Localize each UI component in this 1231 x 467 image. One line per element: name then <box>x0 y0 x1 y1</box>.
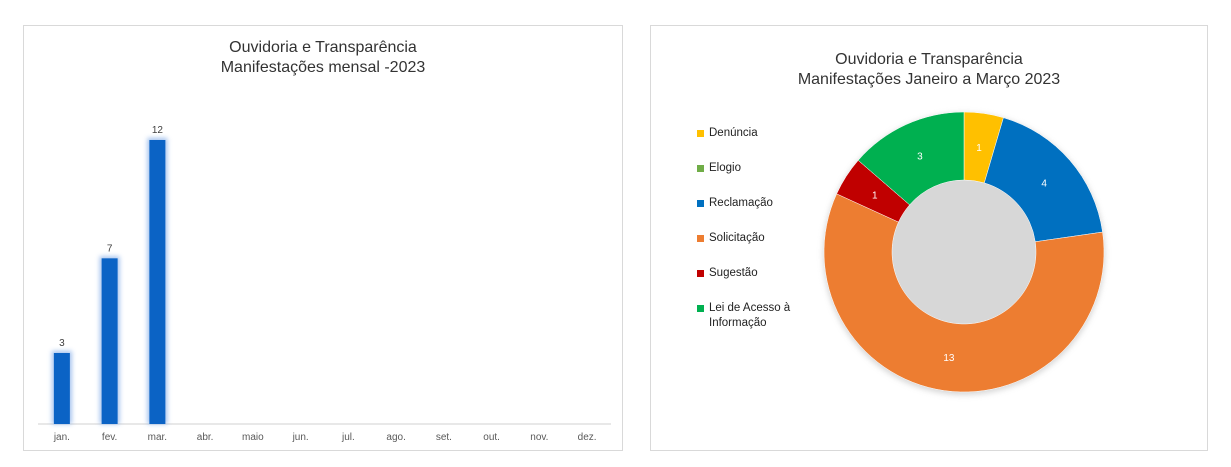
legend-label: Denúncia <box>709 127 758 139</box>
x-tick-label: dez. <box>578 432 597 443</box>
legend-swatch <box>697 200 704 207</box>
legend-item: Sugestão <box>697 266 827 281</box>
donut-chart-title-line1: Ouvidoria e Transparência <box>835 51 1023 68</box>
legend-item: Reclamação <box>697 196 827 211</box>
bar-chart-title-line1: Ouvidoria e Transparência <box>229 39 417 56</box>
x-tick-label: jan. <box>53 432 70 443</box>
legend-item: Denúncia <box>697 126 827 141</box>
legend-label: Sugestão <box>709 267 758 279</box>
legend-swatch <box>697 305 704 312</box>
donut-chart-title: Ouvidoria e Transparência Manifestações … <box>651 50 1207 90</box>
legend-item: Lei de Acesso à Informação <box>697 301 827 331</box>
bar-jan <box>53 353 70 424</box>
slice-data-label: 1 <box>976 143 982 154</box>
bar-data-label: 7 <box>107 243 113 254</box>
x-tick-label: nov. <box>530 432 548 443</box>
legend-item: Solicitação <box>697 231 827 246</box>
x-tick-label: maio <box>242 432 264 443</box>
x-tick-label: fev. <box>102 432 117 443</box>
x-tick-label: ago. <box>386 432 405 443</box>
slice-data-label: 1 <box>872 191 878 202</box>
donut-chart-title-line2: Manifestações Janeiro a Março 2023 <box>797 71 1061 88</box>
x-tick-label: mar. <box>148 432 167 443</box>
bar-chart-title: Ouvidoria e Transparência Manifestações … <box>24 38 622 78</box>
slice-lei-de-acesso-a-informacao <box>857 111 965 206</box>
legend-label: Elogio <box>709 162 741 174</box>
bar-chart-panel: Ouvidoria e Transparência Manifestações … <box>23 25 623 451</box>
bar-data-label: 3 <box>59 338 65 349</box>
legend-label: Reclamação <box>709 197 773 209</box>
x-tick-label: out. <box>483 432 500 443</box>
legend-item: Elogio <box>697 161 827 176</box>
bar-fev <box>101 258 118 424</box>
slice-solicitacao <box>823 193 1105 393</box>
slice-data-label: 4 <box>1041 179 1047 190</box>
legend-swatch <box>697 270 704 277</box>
slice-data-label: 13 <box>943 353 955 364</box>
legend-swatch <box>697 130 704 137</box>
x-tick-label: set. <box>436 432 452 443</box>
bar-chart-plot: 3 jan. 7 fev. 12 mar. abr. maio jun. jul. ago. set.… <box>38 125 611 443</box>
x-tick-label: jul. <box>341 432 355 443</box>
legend-swatch <box>697 235 704 242</box>
bar-data-label: 12 <box>152 125 164 136</box>
x-tick-label: jun. <box>292 432 309 443</box>
bar-chart-title-line2: Manifestações mensal -2023 <box>220 59 426 76</box>
slice-reclamacao <box>983 117 1103 243</box>
legend-label: Solicitação <box>709 232 765 244</box>
slice-data-label: 3 <box>917 152 923 163</box>
legend-label: Lei de Acesso à Informação <box>709 302 791 329</box>
x-tick-label: abr. <box>197 432 214 443</box>
donut-chart-panel: Ouvidoria e Transparência Manifestações … <box>650 25 1208 451</box>
bar-mar <box>149 140 166 424</box>
legend-swatch <box>697 165 704 172</box>
